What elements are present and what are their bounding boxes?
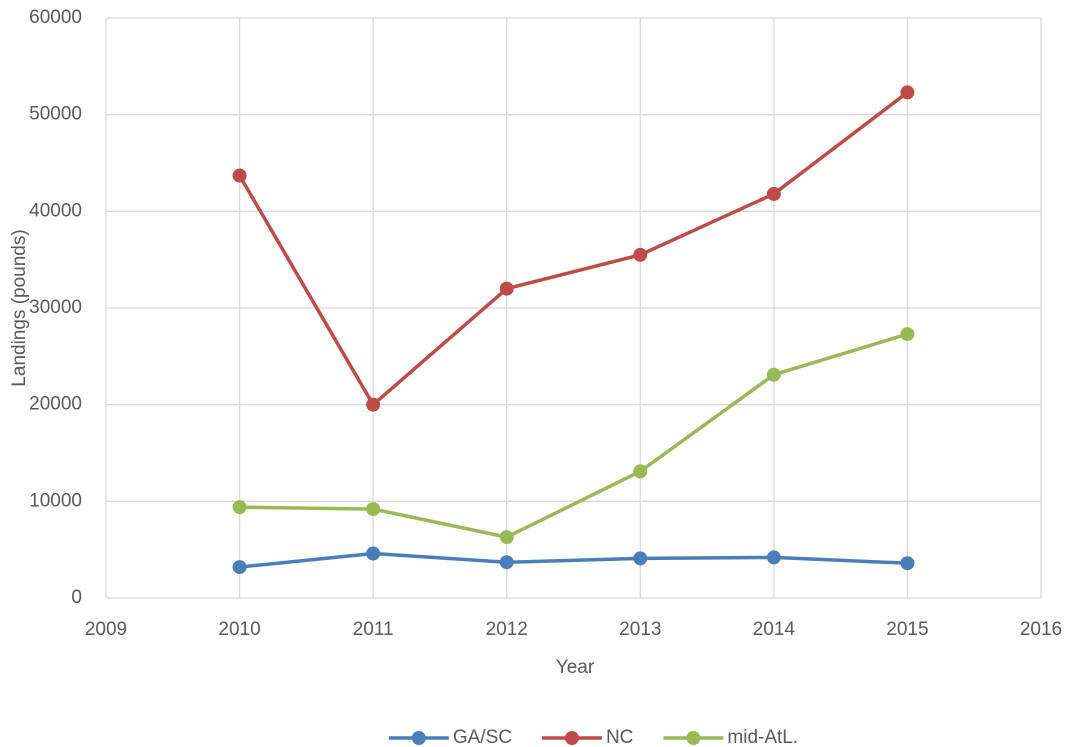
x-tick-label: 2009 <box>85 619 127 640</box>
x-tick-label: 2012 <box>486 619 528 640</box>
data-point <box>366 502 381 517</box>
data-point <box>766 550 781 565</box>
series-line <box>238 91 909 407</box>
data-point <box>633 551 648 566</box>
series-line <box>239 551 908 569</box>
x-tick-label: 2015 <box>886 619 928 640</box>
y-tick-label: 30000 <box>29 297 82 318</box>
y-tick-label: 0 <box>71 587 82 608</box>
data-point <box>366 546 381 561</box>
data-point <box>232 560 247 575</box>
data-point <box>499 555 514 570</box>
data-point <box>900 556 915 571</box>
data-point <box>766 186 781 201</box>
data-point <box>766 367 781 382</box>
y-tick-label: 10000 <box>29 490 82 511</box>
series-line <box>239 332 908 539</box>
y-tick-label: 50000 <box>29 104 82 125</box>
legend-marker <box>411 731 426 745</box>
data-point <box>900 85 915 100</box>
data-point <box>633 464 648 479</box>
legend-marker <box>686 731 701 745</box>
legend-label: GA/SC <box>453 727 512 747</box>
x-tick-label: 2014 <box>753 619 796 640</box>
data-point <box>232 500 247 515</box>
data-point <box>232 168 247 183</box>
x-axis-label: Year <box>556 657 595 678</box>
legend-label: NC <box>606 727 633 747</box>
y-axis-label: Landings (pounds) <box>9 229 30 386</box>
y-tick-label: 60000 <box>29 7 82 28</box>
data-point <box>499 530 514 545</box>
x-tick-label: 2013 <box>619 619 661 640</box>
y-tick-label: 20000 <box>29 394 82 415</box>
data-point <box>900 327 915 342</box>
data-point <box>366 397 381 412</box>
x-tick-label: 2011 <box>353 619 394 640</box>
x-tick-label: 2016 <box>1020 619 1062 640</box>
y-tick-label: 40000 <box>29 200 82 221</box>
data-point <box>633 247 648 262</box>
x-tick-label: 2010 <box>218 619 260 640</box>
legend-marker <box>564 731 579 745</box>
data-point <box>499 281 514 296</box>
legend-label: mid-AtL. <box>727 727 798 747</box>
legend: GA/SC NC mid-AtL. <box>388 727 798 747</box>
